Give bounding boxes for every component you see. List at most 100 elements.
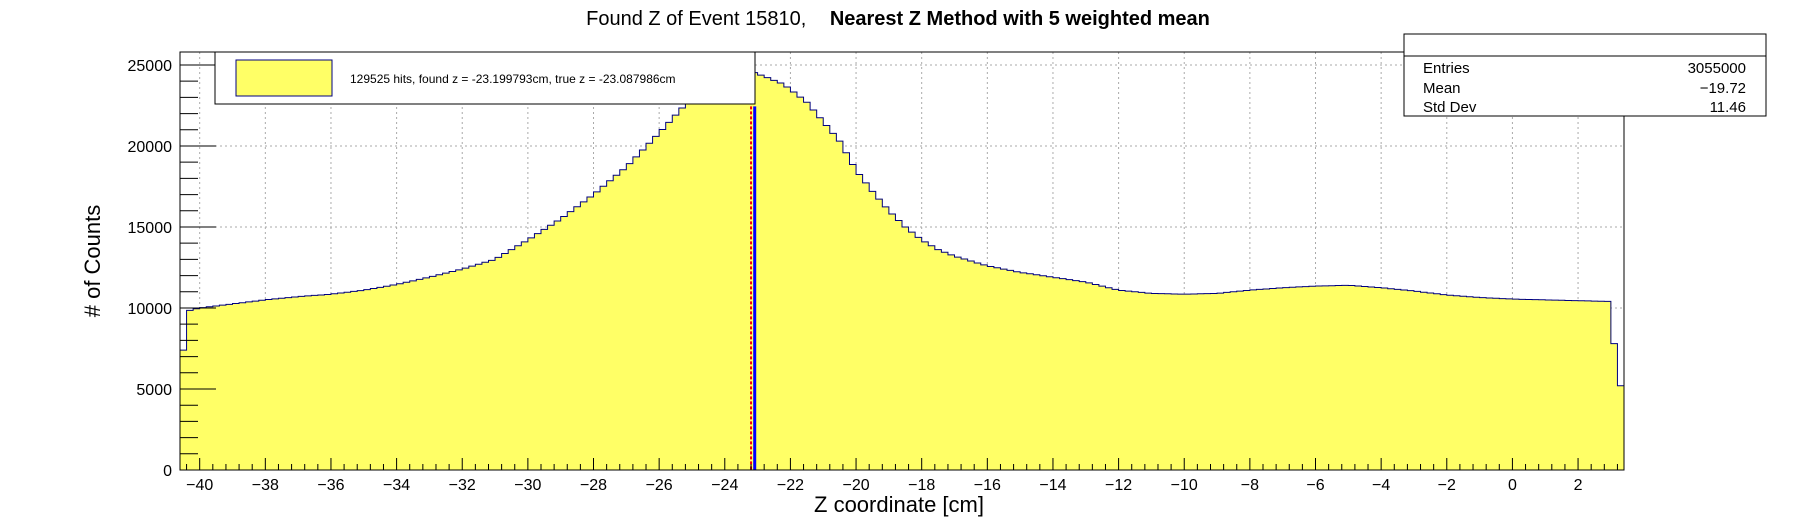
histogram-bin (298, 296, 306, 470)
x-tick-label: −18 (908, 477, 935, 494)
histogram-bin (1230, 291, 1238, 470)
y-tick-label: 0 (163, 463, 172, 480)
histogram-bin (1564, 300, 1572, 470)
x-axis: −40 −38 −36 −34 −32 −30 −28 −26 −24 −22 −20 −18 −16−… (186, 458, 1618, 494)
histogram-bin (902, 226, 909, 470)
histogram-bin (665, 122, 673, 470)
histogram-bin (212, 305, 220, 470)
histogram-bin (403, 282, 411, 470)
histogram-bin (586, 197, 594, 470)
histogram-bin (475, 264, 483, 470)
x-tick-label: −8 (1241, 477, 1259, 494)
histogram-bin (731, 63, 739, 470)
histogram-bin (495, 257, 503, 470)
histogram-bin (442, 273, 450, 470)
histogram-bin (455, 269, 463, 470)
histogram-bin (580, 201, 588, 471)
histogram-bin (422, 277, 430, 470)
x-tick-label: −36 (317, 477, 344, 494)
histogram-bin (718, 71, 726, 470)
histogram-bin (435, 274, 443, 470)
histogram-bin (1387, 288, 1395, 470)
histogram-bin (1617, 385, 1625, 470)
histogram-bin (1413, 291, 1421, 470)
histogram-bin (1466, 296, 1474, 470)
histogram-bin (1020, 272, 1028, 470)
x-tick-label: −32 (449, 477, 476, 494)
histogram-bin (882, 206, 890, 470)
histogram-bin (941, 252, 949, 470)
histogram-bin (1361, 286, 1369, 470)
histogram-bin (1591, 301, 1599, 470)
histogram-bin (1545, 299, 1553, 470)
histogram-bin (1551, 300, 1559, 470)
histogram-bin (698, 88, 706, 471)
histogram-bin (232, 303, 240, 470)
x-tick-label: −22 (777, 477, 804, 494)
histogram-bin (803, 102, 811, 471)
histogram-bin (468, 266, 476, 470)
histogram-bin (1518, 299, 1526, 470)
histogram-bin (1479, 297, 1487, 470)
histogram-bin (1335, 285, 1343, 470)
histogram-bin (646, 143, 653, 470)
x-tick-label: −30 (514, 477, 541, 494)
x-tick-label: 0 (1508, 477, 1517, 494)
histogram-bin (659, 129, 667, 470)
histogram-bin (219, 305, 227, 470)
histogram-bin (823, 125, 831, 470)
histogram-bin (1597, 301, 1605, 470)
histogram-bin (790, 92, 798, 471)
histogram-bin (764, 77, 772, 470)
histogram-bin (737, 64, 745, 471)
histogram-bin (396, 283, 404, 470)
histogram-bin (1072, 280, 1080, 470)
histogram-bin (429, 276, 437, 470)
stats-mean-label: Mean (1423, 80, 1461, 97)
histogram-bin (770, 80, 778, 470)
histogram-bin (534, 233, 542, 470)
histogram-bin (370, 288, 378, 470)
histogram-bin (1525, 299, 1533, 470)
x-tick-label: −14 (1039, 477, 1066, 494)
stats-box: Entries 3055000 Mean −19.72 Std Dev 11.4… (1403, 33, 1767, 117)
histogram-bin (796, 97, 804, 471)
histogram-bin (1184, 294, 1192, 470)
histogram-bin (1236, 291, 1244, 470)
histogram-bin (672, 115, 680, 471)
histogram-bin (245, 301, 253, 470)
histogram-bin (258, 300, 266, 470)
histogram-bin (613, 175, 621, 470)
histogram-bin (1112, 289, 1119, 470)
x-tick-label: 2 (1574, 477, 1583, 494)
histogram-bin (344, 292, 352, 470)
histogram-bin (330, 293, 338, 470)
histogram-bin (252, 301, 260, 470)
histogram-bin (1164, 293, 1172, 470)
histogram-bin (1276, 287, 1284, 470)
histogram-bin (567, 211, 575, 470)
histogram-bin (291, 296, 299, 470)
histogram-bin (1322, 285, 1330, 470)
histogram-bin (1282, 287, 1290, 470)
histogram-bin (180, 350, 187, 470)
histogram-layer (179, 63, 1625, 471)
y-axis: 0 5000 10000 15000 20000 25000 (128, 58, 216, 480)
histogram-bin (1000, 269, 1008, 470)
histogram-bin (1138, 292, 1146, 470)
x-tick-label: −16 (974, 477, 1001, 494)
histogram-bin (1046, 276, 1054, 470)
x-tick-label: −28 (580, 477, 607, 494)
histogram-bin (1453, 295, 1461, 470)
histogram-bin (705, 82, 713, 470)
histogram-bin (311, 295, 319, 470)
histogram-bin (1578, 300, 1586, 470)
histogram-bin (836, 141, 844, 470)
stats-entries-value: 3055000 (1688, 60, 1746, 77)
chart-title: Found Z of Event 15810, Nearest Z Method… (586, 8, 1210, 30)
histogram-bin (547, 225, 555, 470)
histogram-bin (1203, 293, 1211, 470)
y-tick-label: 20000 (128, 139, 173, 156)
stats-entries-label: Entries (1423, 60, 1470, 77)
histogram-bin (1026, 273, 1034, 470)
